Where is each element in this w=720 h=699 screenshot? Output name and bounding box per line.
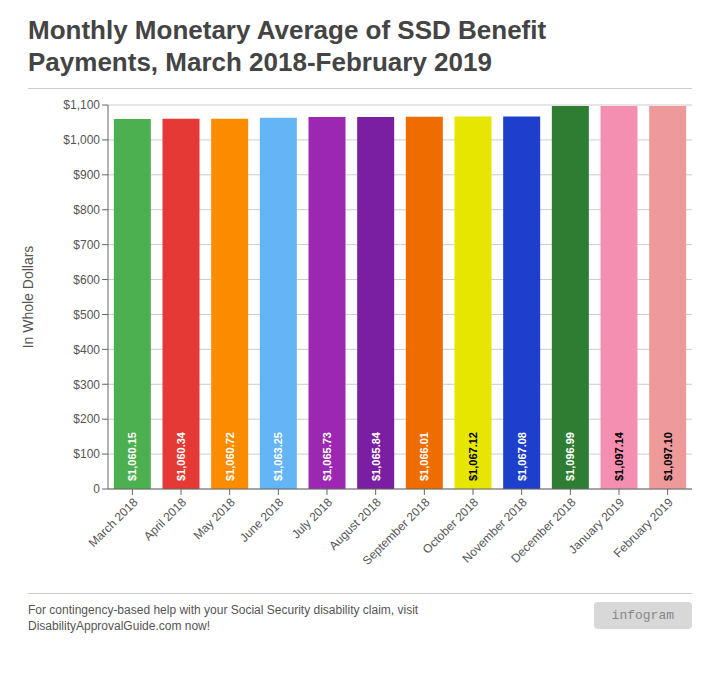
- html-text:Monthly Monetary Average of SS: Monthly Monetary Average of SSD Benefit: [28, 15, 547, 45]
- svg-text:September 2018: September 2018: [360, 495, 433, 568]
- svg-text:March 2018: March 2018: [86, 495, 141, 550]
- svg-text:$1,060.72: $1,060.72: [224, 432, 236, 481]
- svg-text:December 2018: December 2018: [508, 495, 579, 566]
- svg-text:$1,097.10: $1,097.10: [662, 432, 674, 481]
- html-text:infogram: infogram: [611, 608, 674, 623]
- html-text:Payments, March 2018-February: Payments, March 2018-February 2019: [28, 47, 492, 77]
- svg-text:June 2018: June 2018: [237, 495, 287, 545]
- svg-text:April 2018: April 2018: [141, 495, 189, 543]
- svg-text:$800: $800: [73, 203, 100, 217]
- svg-text:$500: $500: [73, 308, 100, 322]
- svg-text:$1,097.14: $1,097.14: [613, 431, 625, 481]
- svg-text:$400: $400: [73, 343, 100, 357]
- svg-text:0: 0: [93, 482, 100, 496]
- svg-text:$200: $200: [73, 412, 100, 426]
- svg-text:$1,063.25: $1,063.25: [272, 432, 284, 481]
- svg-text:$300: $300: [73, 378, 100, 392]
- svg-text:$1,067.08: $1,067.08: [516, 432, 528, 481]
- svg-text:$1,066.01: $1,066.01: [418, 432, 430, 481]
- svg-text:$1,060.15: $1,060.15: [126, 432, 138, 481]
- svg-text:August 2018: August 2018: [326, 495, 384, 553]
- svg-text:$900: $900: [73, 168, 100, 182]
- svg-text:In Whole Dollars: In Whole Dollars: [20, 246, 36, 349]
- svg-text:$1,060.34: $1,060.34: [175, 431, 187, 481]
- svg-text:November 2018: November 2018: [459, 495, 530, 566]
- svg-text:May 2018: May 2018: [191, 495, 238, 542]
- svg-text:January 2019: January 2019: [565, 495, 628, 557]
- svg-text:February 2019: February 2019: [611, 495, 676, 560]
- svg-text:$600: $600: [73, 273, 100, 287]
- svg-text:$1,000: $1,000: [63, 133, 100, 147]
- svg-text:$700: $700: [73, 238, 100, 252]
- svg-text:$1,096.99: $1,096.99: [564, 432, 576, 481]
- svg-text:$1,065.73: $1,065.73: [321, 432, 333, 481]
- svg-text:October 2018: October 2018: [419, 495, 482, 557]
- svg-text:$1,067.12: $1,067.12: [467, 432, 479, 481]
- svg-text:$100: $100: [73, 447, 100, 461]
- svg-text:July 2018: July 2018: [289, 495, 335, 541]
- html-text:For contingency-based help wit: For contingency-based help with your Soc…: [28, 603, 419, 633]
- svg-text:$1,065.84: $1,065.84: [370, 431, 382, 481]
- svg-text:$1,100: $1,100: [63, 98, 100, 112]
